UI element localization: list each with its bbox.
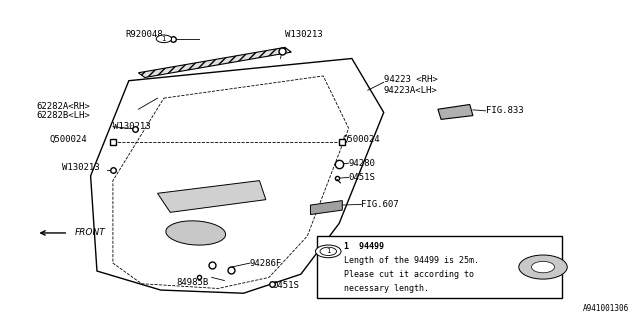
Text: 62282B<LH>: 62282B<LH> [36, 111, 90, 120]
Text: W130213: W130213 [62, 164, 100, 172]
Circle shape [156, 35, 172, 43]
Text: FIG.607: FIG.607 [362, 200, 399, 209]
Circle shape [316, 245, 341, 258]
Text: Q500024: Q500024 [342, 135, 380, 144]
Circle shape [532, 261, 554, 273]
Text: Q500024: Q500024 [49, 135, 87, 144]
Text: 94286F: 94286F [250, 259, 282, 268]
Text: W130213: W130213 [113, 122, 150, 131]
Polygon shape [157, 180, 266, 212]
Ellipse shape [166, 221, 226, 245]
Text: 1  94499: 1 94499 [344, 242, 383, 251]
Text: R920048: R920048 [125, 30, 163, 39]
Text: A941001306: A941001306 [583, 304, 629, 313]
Text: 1: 1 [326, 248, 330, 254]
Polygon shape [91, 59, 384, 293]
Text: 0451S: 0451S [272, 281, 299, 290]
Text: 62282A<RH>: 62282A<RH> [36, 101, 90, 111]
Circle shape [320, 247, 337, 255]
Text: FRONT: FRONT [75, 228, 106, 237]
FancyBboxPatch shape [317, 236, 562, 298]
Circle shape [519, 255, 567, 279]
Text: W130213: W130213 [285, 30, 323, 39]
Polygon shape [438, 105, 473, 119]
Text: 84985B: 84985B [177, 278, 209, 287]
Text: necessary length.: necessary length. [344, 284, 429, 293]
Text: FIG.833: FIG.833 [486, 106, 524, 115]
Text: 94280: 94280 [349, 159, 376, 168]
Text: 94223 <RH>: 94223 <RH> [384, 75, 438, 84]
Text: 0451S: 0451S [349, 173, 376, 182]
Text: Length of the 94499 is 25m.: Length of the 94499 is 25m. [344, 256, 479, 265]
Text: 1: 1 [162, 36, 166, 42]
Text: Please cut it according to: Please cut it according to [344, 270, 474, 279]
Polygon shape [138, 47, 291, 77]
Polygon shape [310, 201, 342, 215]
Text: 94223A<LH>: 94223A<LH> [384, 86, 438, 95]
